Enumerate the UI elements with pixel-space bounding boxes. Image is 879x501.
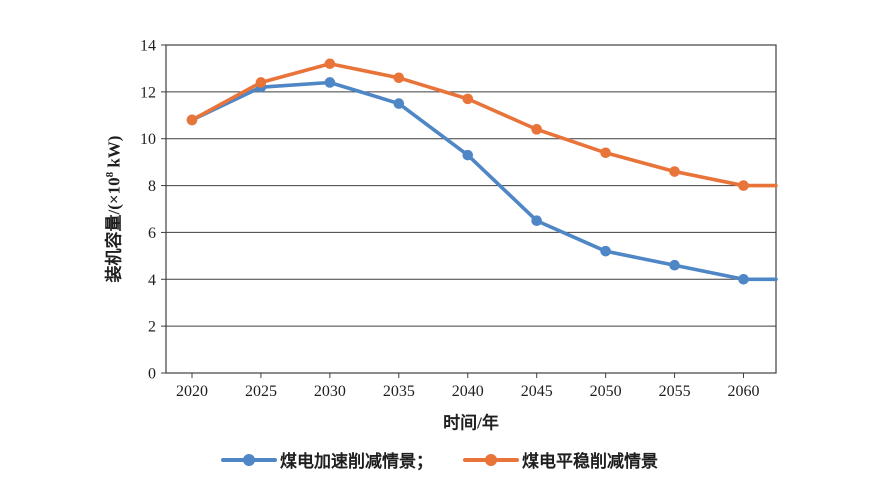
y-tick-label-6: 6 — [148, 225, 156, 242]
data-point-steady-reduction-2025 — [255, 77, 267, 88]
legend-dot-orange — [485, 453, 497, 466]
data-point-accelerated-reduction-2050 — [600, 245, 611, 257]
x-tick-label-2050: 2050 — [590, 383, 622, 400]
data-point-accelerated-reduction-2035 — [393, 98, 405, 109]
series-line-steady-reduction — [190, 61, 778, 188]
y-axis-title-superscript: 8 — [103, 171, 116, 178]
x-tick-label-2030: 2030 — [314, 383, 346, 400]
x-axis-title: 时间/年 — [443, 413, 499, 433]
data-point-steady-reduction-2030 — [324, 58, 336, 70]
legend-line-marker-orange-icon — [463, 453, 519, 467]
data-point-steady-reduction-2040 — [462, 93, 474, 105]
y-tick-label-4: 4 — [148, 272, 156, 289]
x-tick-label-2045: 2045 — [521, 383, 553, 400]
plot-border — [165, 44, 777, 374]
data-point-accelerated-reduction-2030 — [324, 77, 336, 88]
x-tick-label-2035: 2035 — [383, 383, 415, 400]
data-point-steady-reduction-2020 — [186, 114, 198, 126]
x-tick-label-2055: 2055 — [659, 383, 691, 400]
legend-item-accelerated-reduction: 煤电加速削减情景； — [221, 447, 433, 472]
x-tick-label-2025: 2025 — [245, 383, 277, 400]
y-axis-title-text: 装机容量/(×10 — [104, 177, 124, 283]
y-tick-label-14: 14 — [140, 38, 156, 55]
data-point-steady-reduction-2050 — [600, 147, 611, 159]
chart-legend: 煤电加速削减情景； 煤电平稳削减情景 — [0, 447, 879, 472]
data-point-accelerated-reduction-2040 — [462, 149, 474, 161]
y-tick-label-2: 2 — [148, 319, 156, 336]
data-point-steady-reduction-2060 — [738, 180, 749, 191]
x-tick-label-2020: 2020 — [176, 383, 208, 400]
y-tick-label-8: 8 — [148, 178, 156, 195]
x-tick-label-2040: 2040 — [452, 383, 484, 400]
data-point-steady-reduction-2055 — [669, 166, 680, 177]
y-axis-title-unit: kW) — [104, 135, 124, 172]
legend-label-steady-reduction: 煤电平稳削减情景 — [522, 452, 658, 471]
series-line-accelerated-reduction — [190, 80, 778, 282]
data-point-accelerated-reduction-2060 — [738, 273, 749, 285]
legend-label-accelerated-reduction: 煤电加速削减情景； — [280, 452, 433, 471]
y-tick-label-0: 0 — [148, 366, 156, 383]
y-tick-label-12: 12 — [140, 84, 156, 101]
legend-dot-blue — [243, 453, 255, 466]
y-axis-title: 装机容量/(×108 kW) — [100, 136, 125, 283]
data-point-accelerated-reduction-2045 — [531, 215, 542, 227]
y-tick-label-10: 10 — [140, 131, 156, 148]
data-point-steady-reduction-2045 — [531, 124, 542, 135]
x-tick-label-2060: 2060 — [728, 383, 760, 400]
data-point-accelerated-reduction-2055 — [669, 259, 680, 271]
legend-item-steady-reduction: 煤电平稳削减情景 — [463, 447, 658, 472]
legend-line-marker-blue-icon — [221, 453, 277, 467]
data-point-steady-reduction-2035 — [393, 72, 405, 84]
